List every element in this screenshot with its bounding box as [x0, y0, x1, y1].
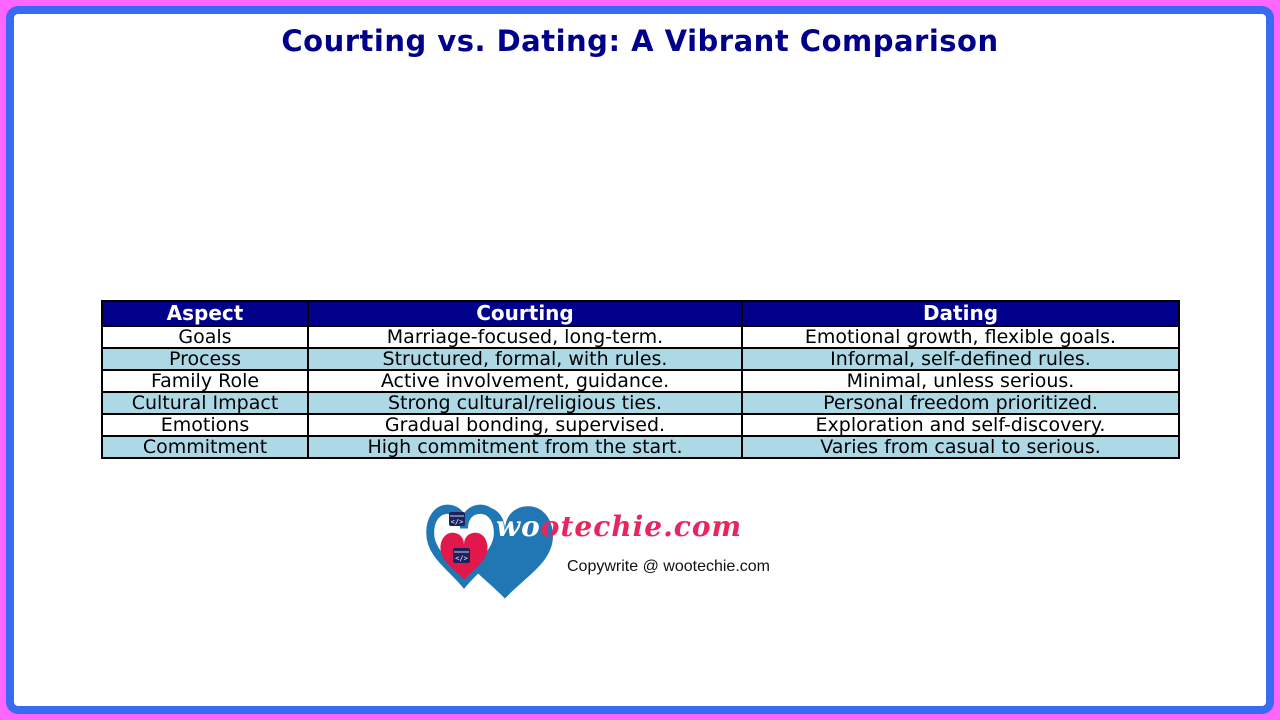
table-row: Goals Marriage-focused, long-term. Emoti… — [101, 325, 1180, 349]
wootechie-hearts-logo: </> </> — [424, 497, 553, 599]
cell-aspect: Commitment — [101, 435, 309, 459]
page-title: Courting vs. Dating: A Vibrant Compariso… — [281, 24, 999, 58]
brand-wordmark: wootechie.com — [496, 510, 742, 544]
cell-courting: Structured, formal, with rules. — [307, 347, 743, 371]
cell-aspect: Emotions — [101, 413, 309, 437]
column-header-aspect: Aspect — [101, 300, 309, 327]
comparison-table: Aspect Courting Dating Goals Marriage-fo… — [101, 300, 1180, 459]
table-row: Family Role Active involvement, guidance… — [101, 369, 1180, 393]
cell-aspect: Goals — [101, 325, 309, 349]
cell-courting: Active involvement, guidance. — [307, 369, 743, 393]
svg-text:</>: </> — [455, 555, 468, 563]
brand-wordmark-prefix: wo — [496, 510, 541, 543]
cell-dating: Emotional growth, flexible goals. — [741, 325, 1180, 349]
cell-dating: Minimal, unless serious. — [741, 369, 1180, 393]
table-row: Process Structured, formal, with rules. … — [101, 347, 1180, 371]
cell-dating: Exploration and self-discovery. — [741, 413, 1180, 437]
code-icon: </> — [449, 512, 465, 526]
column-header-courting: Courting — [307, 300, 743, 327]
cell-aspect: Family Role — [101, 369, 309, 393]
comparison-table-container: Aspect Courting Dating Goals Marriage-fo… — [101, 300, 1180, 459]
brand-wordmark-suffix: otechie.com — [540, 510, 743, 543]
table-row: Cultural Impact Strong cultural/religiou… — [101, 391, 1180, 415]
table-header-row: Aspect Courting Dating — [101, 300, 1180, 327]
table-row: Emotions Gradual bonding, supervised. Ex… — [101, 413, 1180, 437]
cell-courting: High commitment from the start. — [307, 435, 743, 459]
column-header-dating: Dating — [741, 300, 1180, 327]
cell-dating: Personal freedom prioritized. — [741, 391, 1180, 415]
cell-courting: Strong cultural/religious ties. — [307, 391, 743, 415]
cell-courting: Marriage-focused, long-term. — [307, 325, 743, 349]
cell-dating: Varies from casual to serious. — [741, 435, 1180, 459]
cell-aspect: Process — [101, 347, 309, 371]
svg-text:</>: </> — [451, 518, 464, 526]
copyright-text: Copywrite @ wootechie.com — [567, 558, 770, 575]
cell-courting: Gradual bonding, supervised. — [307, 413, 743, 437]
cell-aspect: Cultural Impact — [101, 391, 309, 415]
cell-dating: Informal, self-defined rules. — [741, 347, 1180, 371]
code-icon: </> — [453, 548, 470, 563]
table-row: Commitment High commitment from the star… — [101, 435, 1180, 459]
